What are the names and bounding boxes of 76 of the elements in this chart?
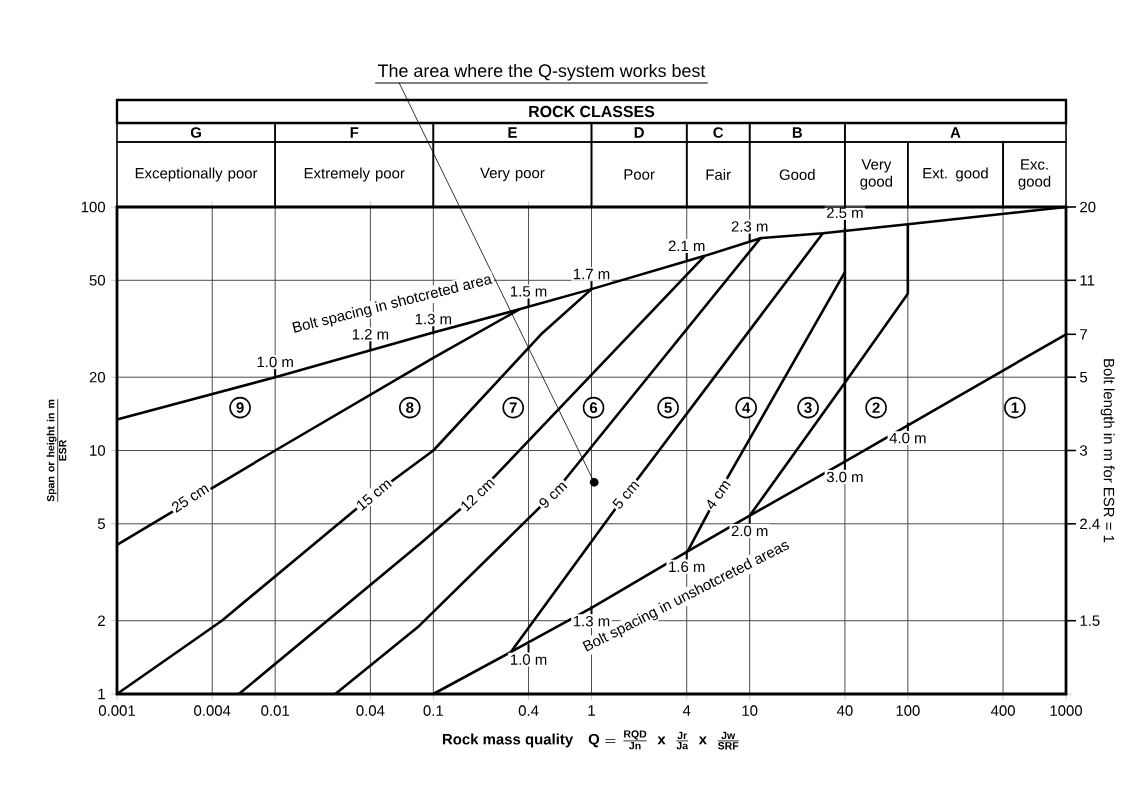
annotation: 9 <box>236 402 244 413</box>
y-tick-label: 5 <box>97 518 105 530</box>
text: Good <box>779 169 815 180</box>
annotation: 15 cm <box>356 480 392 511</box>
x-tick-label: 100 <box>896 705 920 716</box>
text: 1.5 <box>1080 615 1100 626</box>
annotation: 5 cm <box>612 481 640 509</box>
x-tick-label: 400 <box>990 705 1015 716</box>
text: 2.4 <box>1080 518 1100 530</box>
text: 11 <box>1080 275 1095 286</box>
annotation: 1.0 m <box>510 654 547 665</box>
y-tick-label: 10 <box>90 445 106 456</box>
text: Exceptionally poor <box>135 167 258 182</box>
annotation: 5 <box>664 402 672 413</box>
y-tick-label: 2 <box>98 615 105 626</box>
annotation: 1.5 m <box>510 286 547 297</box>
text: 5 <box>1080 371 1088 383</box>
x-tick-label: 40 <box>836 705 853 716</box>
annotation: 1.3 m <box>415 313 452 325</box>
x-tick-label: 0.004 <box>194 705 231 716</box>
y-tick-label: 20 <box>89 371 106 383</box>
x-tick-label: 0.1 <box>423 705 443 716</box>
x-axis-title: $\mathbf{Rock\ mass\ quality\quad Q = \frac{RQD}{Jn}\ \ x\ \ \frac{Jr}{Ja}\ \ x\ \ \frac{Jw}{SRF}}$ <box>442 730 739 750</box>
annotation: 2.5 m <box>826 207 863 219</box>
annotation: 2.0 m <box>731 525 768 537</box>
annotation: 3.0 m <box>826 471 863 483</box>
x-tick-label: 1 <box>588 705 595 716</box>
text: B <box>792 127 802 138</box>
annotation: 1 <box>1011 402 1019 413</box>
text: ROCK CLASSES <box>529 105 655 118</box>
annotation: 4.0 m <box>889 432 926 444</box>
annotation: 1.2 m <box>352 329 389 340</box>
annotation: 8 <box>406 402 414 413</box>
x-tick-label: 0.01 <box>261 705 289 716</box>
text: Ext. good <box>923 167 988 182</box>
annotation: 1.7 m <box>573 268 610 280</box>
text: Very poor <box>480 167 545 182</box>
x-tick-label: 10 <box>742 705 758 716</box>
text: F <box>350 127 359 138</box>
x-tick-label: 1000 <box>1050 705 1083 716</box>
annotation: 2 <box>872 402 880 413</box>
text: Very good <box>860 159 893 190</box>
y-tick-label: 50 <box>89 275 106 286</box>
text: Bolt length in m for ESR = 1 <box>1100 359 1115 543</box>
y-tick-label: 1 <box>98 688 105 700</box>
annotation: 6 <box>589 402 598 413</box>
x-tick-label: 0.04 <box>356 705 385 716</box>
text: Extremely poor <box>304 167 405 182</box>
text: 7 <box>1080 329 1087 340</box>
y-axis-title: $\mathbf{\frac{Span\ or\ height\ in\ m}{ESR}}$ <box>46 399 67 502</box>
text: D <box>634 127 644 138</box>
x-tick-label: 0.4 <box>518 705 539 716</box>
text: Fair <box>706 169 731 180</box>
annotation: 2.3 m <box>731 221 768 232</box>
annotation: The area where the Q-system works best <box>377 63 706 81</box>
annotation: 4 <box>742 402 751 413</box>
annotation: 1.0 m <box>257 356 293 368</box>
text: Exc. good <box>1018 159 1051 190</box>
annotation: 7 <box>509 402 517 413</box>
text: A <box>950 127 961 138</box>
annotation: 1.3 m <box>573 615 610 627</box>
x-tick-label: 0.001 <box>98 705 135 716</box>
text: G <box>190 127 201 138</box>
annotation: 3 <box>804 402 812 413</box>
annotation: 12 cm <box>461 479 495 512</box>
text: E <box>508 127 517 138</box>
text: 20 <box>1080 201 1096 213</box>
text: C <box>713 127 724 138</box>
annotation: 4 cm <box>707 481 731 510</box>
annotation: 2.1 m <box>668 240 705 252</box>
annotation: 25 cm <box>172 485 210 513</box>
annotation: 9 cm <box>539 482 568 508</box>
text: Poor <box>624 169 655 180</box>
y-tick-label: 100 <box>81 201 106 213</box>
x-tick-label: 4 <box>682 705 691 716</box>
text: 3 <box>1079 445 1088 456</box>
